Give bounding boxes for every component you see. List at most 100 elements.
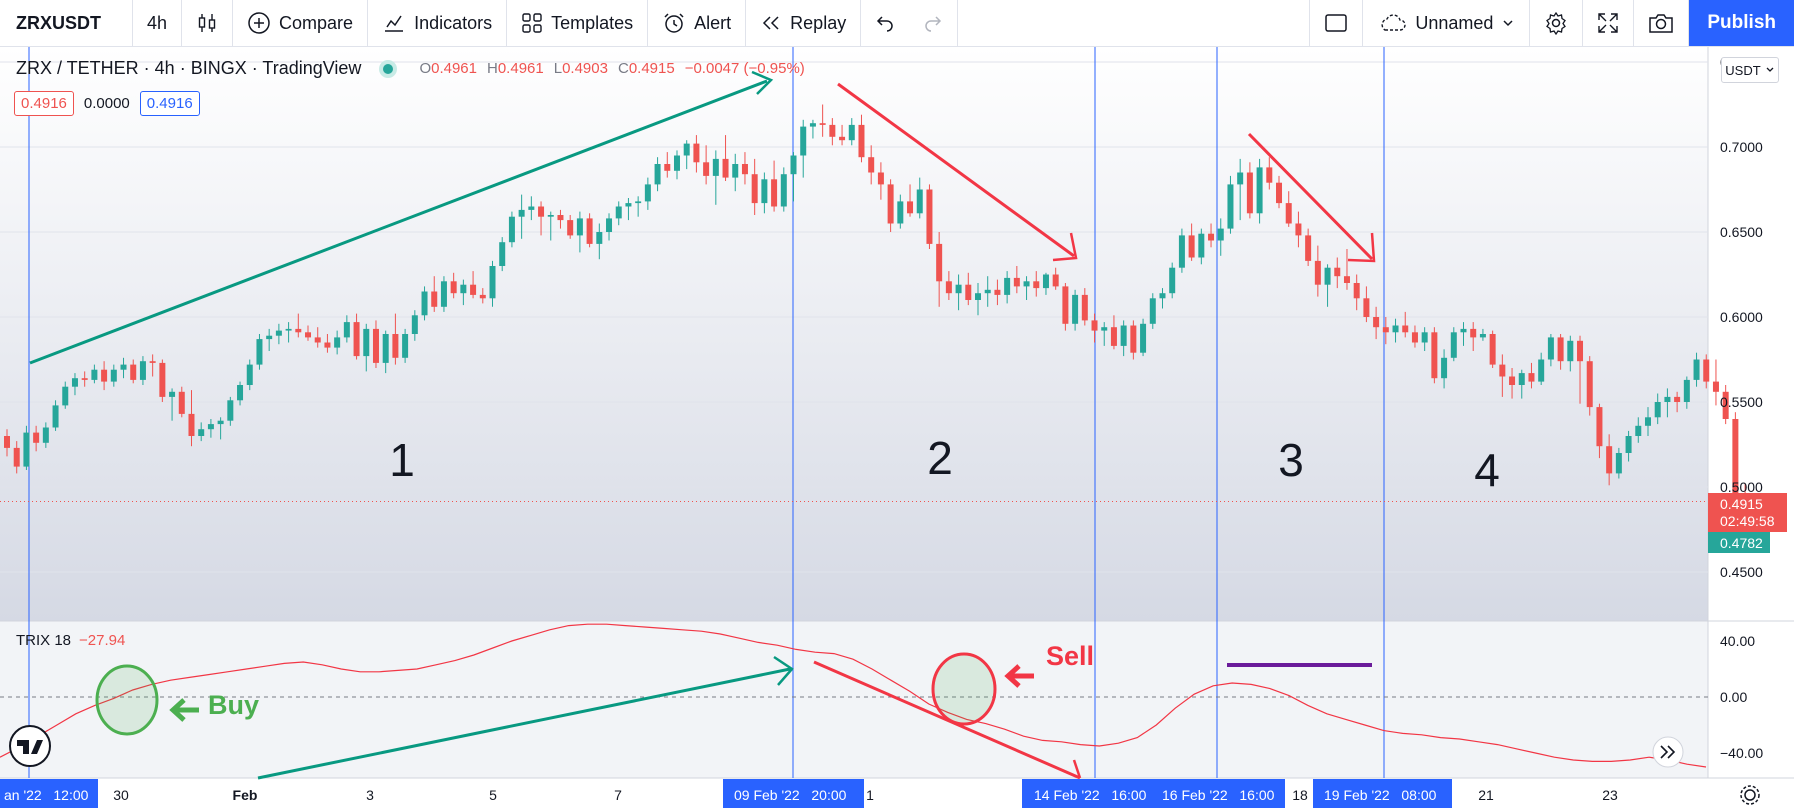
candle [1547,334,1554,367]
replay-button[interactable]: Replay [746,0,862,46]
interval-button[interactable]: 4h [133,0,183,46]
open-value: 0.4961 [431,60,477,77]
alert-label: Alert [694,12,732,33]
candle [266,328,273,351]
candlestick-series [4,104,1768,547]
candle [33,425,40,452]
candle [1528,362,1535,389]
candle [207,419,214,438]
candle [975,283,981,316]
candle [1149,293,1156,329]
candle [169,388,176,421]
templates-label: Templates [551,12,634,33]
compare-button[interactable]: Compare [233,0,369,46]
candle [1178,228,1185,273]
time-label-21: 21 [1478,787,1494,803]
candle [1586,356,1593,416]
wave-label-1: 1 [389,434,415,486]
publish-button[interactable]: Publish [1689,0,1794,46]
legend-title: ZRX / TETHER · 4h · BINGX · TradingView [16,58,362,78]
layout-name-label: Unnamed [1415,12,1494,33]
bid-ask-boxes: 0.4916 0.0000 0.4916 [14,91,200,116]
price-axis[interactable]: 0.75000.70000.65000.60000.55000.50000.45… [1720,54,1763,580]
wave-label-2: 2 [927,432,953,484]
candle [790,152,797,202]
trix-tick-label: −40.00 [1720,745,1763,761]
candle [800,119,807,178]
chart-area[interactable]: 1 2 3 4 Buy Sell 0.75000.70000.65000.600… [0,47,1794,812]
candle [567,215,574,239]
time-label-30: 30 [113,787,129,803]
fullscreen-button[interactable] [1583,0,1635,46]
candle [295,313,302,338]
candle [1644,407,1651,436]
time-highlight-3: 14 Feb '22 16:00 [1034,787,1147,803]
top-toolbar: ZRXUSDT 4h Compare Indicators Templates … [0,0,1794,47]
trix-axis[interactable]: 40.00 0.00 −40.00 [1720,633,1763,761]
templates-button[interactable]: Templates [507,0,649,46]
symbol-search-button[interactable]: ZRXUSDT [0,0,133,46]
axis-settings-gear-icon[interactable] [1740,785,1760,805]
candle [4,429,10,457]
candle [1470,322,1477,351]
candle [839,124,846,146]
camera-icon [1649,14,1674,33]
time-axis[interactable]: 30 Feb 3 5 7 1 18 21 23 an '22 12:00 09 … [0,779,1618,808]
price-tick-label: 0.6000 [1720,309,1763,325]
interval-label: 4h [147,12,168,33]
price-gridlines [0,61,1708,573]
candle [1382,317,1389,345]
price-tick-label: 0.7000 [1720,139,1763,155]
buy-label: Buy [208,690,259,720]
indicators-label: Indicators [414,12,493,33]
candle [81,371,88,387]
undo-button[interactable] [861,0,909,46]
candle [848,118,855,146]
candle [101,361,108,391]
buy-arrow-icon [169,698,199,722]
last-price-value: 0.4915 [1720,496,1763,512]
layout-name-button[interactable]: Unnamed [1363,0,1531,46]
candle [353,313,360,360]
candle [1188,223,1195,261]
low-value: 0.4903 [562,60,608,77]
candle [1334,257,1341,289]
candle [470,271,477,299]
gear-icon [1546,11,1567,35]
candle [936,232,943,307]
indicators-icon [385,15,404,32]
candle [1266,157,1273,190]
tradingview-logo-icon[interactable] [9,725,51,767]
candle [130,359,137,384]
chart-legend: ZRX / TETHER · 4h · BINGX · TradingView … [16,58,805,79]
indicators-button[interactable]: Indicators [368,0,508,46]
candle [1343,249,1350,290]
candle [916,177,923,219]
candle [557,209,564,229]
candle [907,184,914,217]
candle [596,223,603,260]
trix-name: TRIX 18 [16,632,72,649]
alert-button[interactable]: Alert [648,0,747,46]
expand-icon [1598,13,1619,33]
redo-button[interactable] [909,0,959,46]
snapshot-button[interactable] [1634,0,1690,46]
currency-label: USDT [1725,62,1761,78]
candle [1509,368,1516,399]
currency-selector[interactable]: USDT [1721,57,1779,83]
candle [1295,211,1302,248]
candle [324,334,331,353]
time-label-7: 7 [614,787,622,803]
candle [479,288,486,304]
candle [1140,318,1147,357]
fullscreen-layout-button[interactable] [1310,0,1364,46]
settings-button[interactable] [1530,0,1584,46]
chart-type-button[interactable] [182,0,234,46]
candle [1130,320,1137,360]
candle [606,213,613,241]
sell-price-box[interactable]: 0.4916 [14,91,74,116]
scroll-right-button[interactable] [1652,736,1684,768]
candle [227,396,234,426]
candle [91,364,98,384]
buy-price-box[interactable]: 0.4916 [139,91,200,116]
